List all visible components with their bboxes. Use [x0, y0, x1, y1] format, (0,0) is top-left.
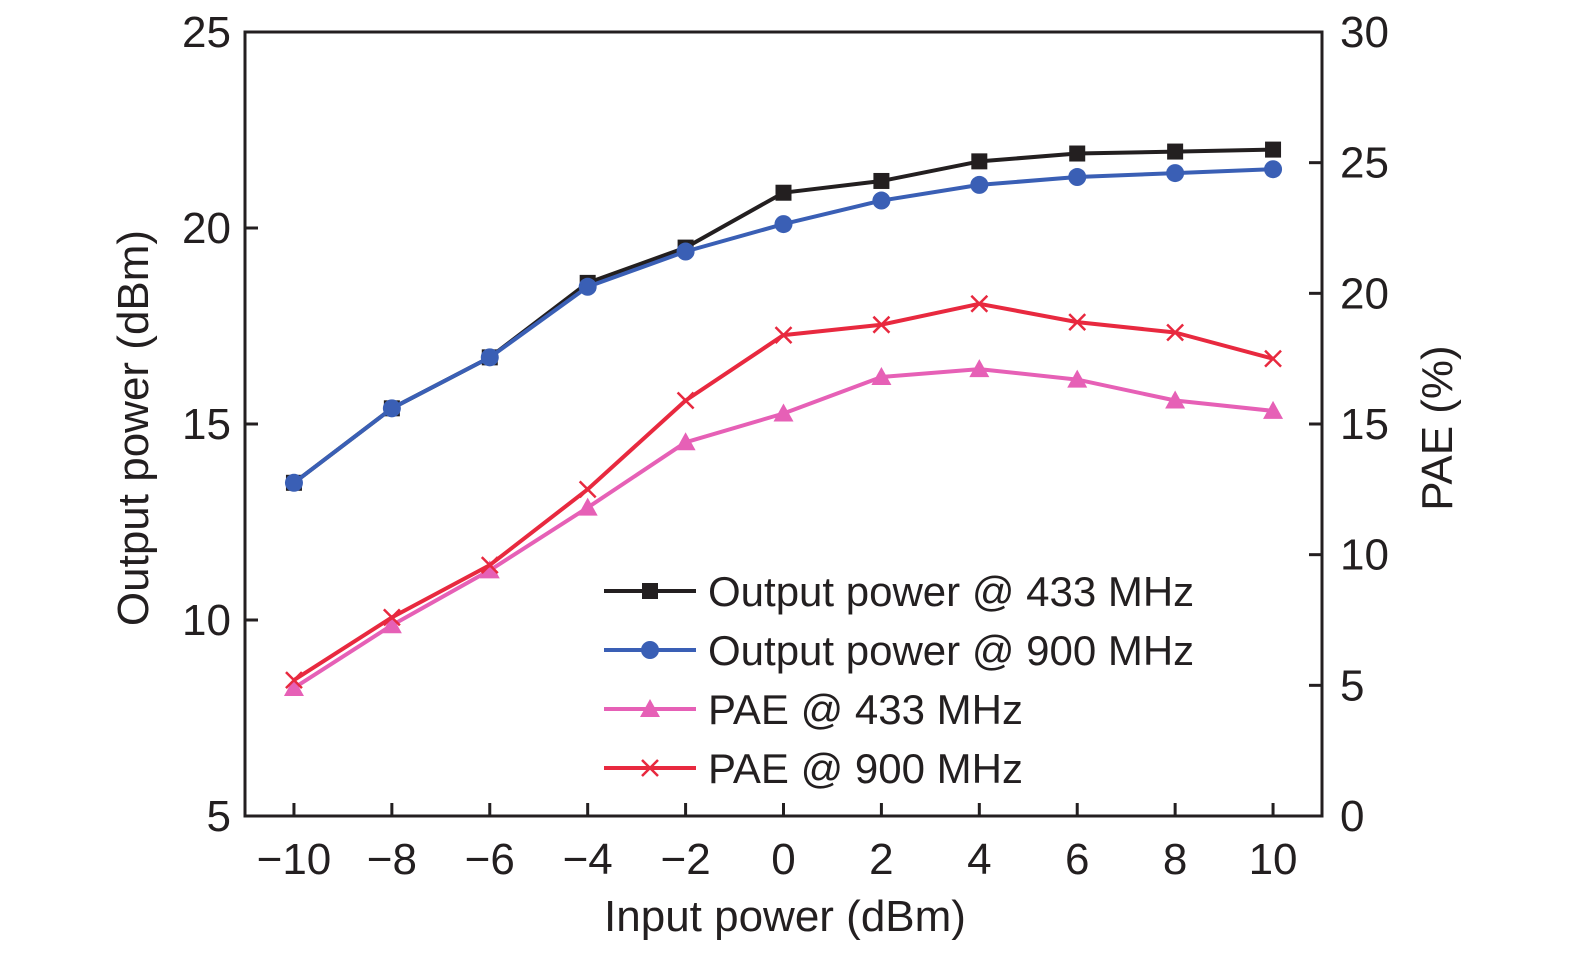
legend-item: Output power @ 900 MHz: [604, 627, 1194, 674]
x-tick-label: 0: [771, 835, 795, 884]
data-point: [480, 556, 499, 575]
data-point: [284, 473, 303, 492]
legend-label: PAE @ 433 MHz: [708, 686, 1023, 733]
data-point: [480, 348, 499, 367]
data-point: [382, 608, 401, 627]
legend-marker: [642, 583, 658, 599]
x-tick-label: −6: [465, 835, 515, 884]
y-tick-label: 5: [207, 792, 231, 841]
data-point: [675, 432, 696, 451]
legend-label: Output power @ 433 MHz: [708, 568, 1194, 615]
data-point: [774, 326, 793, 345]
data-point: [970, 294, 989, 313]
data-point: [382, 399, 401, 418]
data-point: [1166, 164, 1185, 183]
x-tick-label: −2: [661, 835, 711, 884]
data-point: [479, 560, 500, 579]
data-point: [1167, 143, 1184, 160]
series-output-power-900-mhz: [284, 160, 1283, 492]
data-point: [773, 403, 794, 422]
data-point: [578, 480, 597, 499]
data-point: [1069, 145, 1086, 162]
x-axis-label: Input power (dBm): [604, 892, 966, 941]
data-point: [1265, 141, 1282, 158]
data-point: [1263, 400, 1284, 419]
data-point: [872, 191, 891, 210]
data-point: [971, 153, 988, 170]
y2-tick-label: 15: [1340, 400, 1389, 449]
series-pae-900-mhz: [285, 294, 1282, 689]
legend-label: Output power @ 900 MHz: [708, 627, 1194, 674]
data-point: [774, 215, 793, 234]
data-point: [1067, 369, 1088, 388]
x-tick-label: 8: [1163, 835, 1187, 884]
legend-marker: [640, 699, 660, 717]
data-point: [381, 615, 402, 634]
y2-tick-label: 0: [1340, 792, 1364, 841]
data-point: [676, 242, 695, 261]
series-pae-433-mhz: [283, 359, 1284, 696]
data-point: [970, 175, 989, 194]
y2-tick-label: 5: [1340, 661, 1364, 710]
legend: Output power @ 433 MHz Output power @ 900…: [604, 568, 1194, 792]
data-point: [283, 677, 304, 696]
data-point: [775, 184, 792, 201]
y-tick-label: 20: [182, 204, 231, 253]
x-tick-label: −10: [257, 835, 332, 884]
chart-series: [283, 141, 1284, 696]
chart-axes: −10 −8 −6 −4 −2 0 2 4 6 8 10 5 10 15 20 25 0 5 10 15 20 25 30: [182, 8, 1389, 884]
y2-tick-label: 10: [1340, 531, 1389, 580]
data-point: [871, 366, 892, 385]
x-tick-label: −8: [367, 835, 417, 884]
data-point: [969, 359, 990, 378]
data-point: [1068, 168, 1087, 187]
series-output-power-433-mhz: [285, 141, 1282, 491]
legend-item: PAE @ 900 MHz: [604, 745, 1023, 792]
data-point: [1068, 313, 1087, 331]
y2-tick-label: 25: [1340, 139, 1389, 188]
data-point: [1166, 323, 1185, 342]
y-axis-label: Output power (dBm): [109, 230, 158, 626]
y-tick-label: 15: [182, 400, 231, 449]
data-point: [1264, 349, 1282, 368]
data-point: [676, 391, 695, 410]
x-tick-label: −4: [563, 835, 613, 884]
y2-tick-label: 30: [1340, 8, 1389, 57]
y2-axis-label: PAE (%): [1413, 345, 1462, 510]
data-point: [872, 315, 891, 334]
legend-item: Output power @ 433 MHz: [604, 568, 1194, 615]
legend-item: PAE @ 433 MHz: [604, 686, 1023, 733]
x-tick-label: 6: [1065, 835, 1089, 884]
series-line: [292, 301, 1274, 682]
y2-tick-label: 20: [1340, 269, 1389, 318]
data-point: [577, 497, 598, 516]
y-tick-label: 25: [182, 8, 231, 57]
legend-marker: [641, 759, 659, 777]
data-point: [578, 277, 597, 296]
legend-marker: [641, 641, 659, 659]
x-tick-label: 2: [869, 835, 893, 884]
x-tick-label: 10: [1249, 835, 1298, 884]
legend-label: PAE @ 900 MHz: [708, 745, 1023, 792]
data-point: [1264, 160, 1283, 179]
y-tick-label: 10: [182, 596, 231, 645]
data-point: [873, 172, 890, 189]
data-point: [285, 671, 303, 689]
data-point: [1165, 390, 1186, 409]
x-tick-label: 4: [967, 835, 991, 884]
